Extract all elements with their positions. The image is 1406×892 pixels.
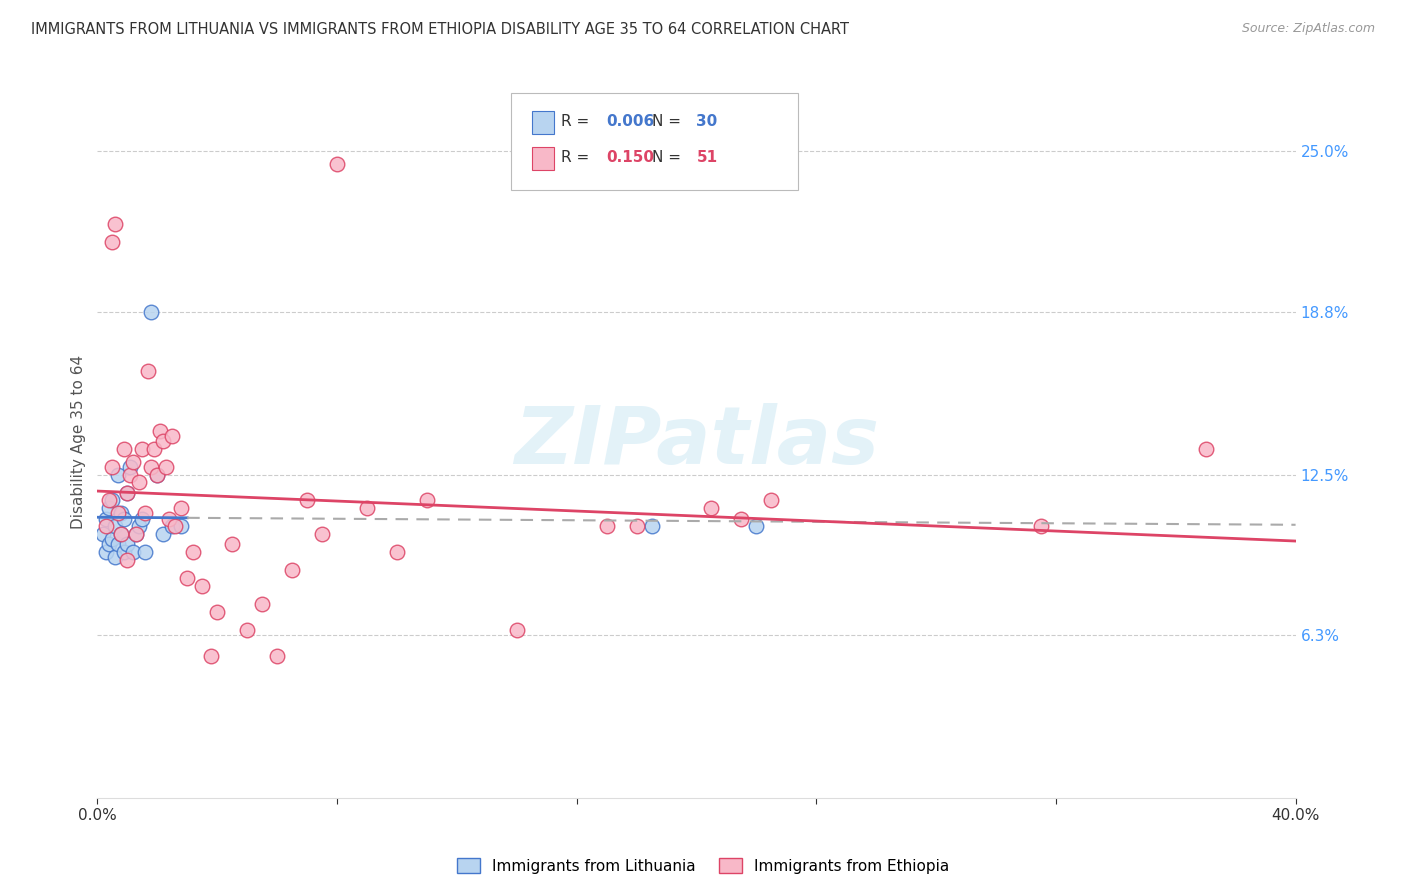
FancyBboxPatch shape [533,147,554,169]
Point [101,459,124,474]
Text: 0.150: 0.150 [606,150,655,165]
Point [221,537,243,551]
Point [155,459,177,474]
Text: IMMIGRANTS FROM LITHUANIA VS IMMIGRANTS FROM ETHIOPIA DISABILITY AGE 35 TO 64 CO: IMMIGRANTS FROM LITHUANIA VS IMMIGRANTS … [31,22,849,37]
Point [96,545,118,559]
Point [326,157,349,171]
Point [101,533,124,547]
Point [134,507,156,521]
Point [181,545,204,559]
Point [110,527,132,541]
Point [104,519,127,533]
Point [626,519,648,533]
Point [141,304,163,318]
Point [98,537,121,551]
Point [250,597,273,611]
Point [730,511,752,525]
Point [104,550,127,565]
Point [110,527,132,541]
Text: N =: N = [652,150,686,165]
Text: R =: R = [561,114,595,129]
Point [266,648,288,663]
Point [146,467,169,482]
Point [117,485,139,500]
Point [107,507,129,521]
Point [170,519,193,533]
Point [120,459,142,474]
Point [117,485,139,500]
Point [506,623,529,637]
Point [311,527,333,541]
Point [112,545,135,559]
Point [761,493,783,508]
Point [295,493,318,508]
Point [191,579,214,593]
Point [93,527,115,541]
Point [128,475,150,490]
Point [107,537,129,551]
Point [104,217,127,231]
Point [595,519,617,533]
FancyBboxPatch shape [533,112,554,134]
Point [117,537,139,551]
Point [356,501,378,516]
Point [200,648,222,663]
Point [157,511,180,525]
Point [281,563,304,577]
Point [640,519,662,533]
Point [700,501,723,516]
Point [125,527,148,541]
Point [101,493,124,508]
Point [98,501,121,516]
Point [745,519,768,533]
Point [107,467,129,482]
Text: ZIPatlas: ZIPatlas [515,403,879,481]
Text: 51: 51 [696,150,717,165]
Point [98,493,121,508]
Point [122,455,145,469]
Point [101,235,124,249]
Point [131,511,153,525]
Point [236,623,259,637]
Point [120,467,142,482]
Text: R =: R = [561,150,595,165]
Point [176,571,198,585]
Text: 30: 30 [696,114,717,129]
Point [152,434,174,448]
Point [162,519,184,533]
FancyBboxPatch shape [510,94,799,190]
Point [146,467,169,482]
Point [141,459,163,474]
Point [96,511,118,525]
Point [152,527,174,541]
Point [149,424,172,438]
Point [117,553,139,567]
Point [122,545,145,559]
Point [165,519,187,533]
Point [416,493,439,508]
Point [110,507,132,521]
Point [170,501,193,516]
Point [1195,442,1218,456]
Point [162,428,184,442]
Point [96,519,118,533]
Point [128,519,150,533]
Point [134,545,156,559]
Point [385,545,408,559]
Text: N =: N = [652,114,686,129]
Point [136,364,159,378]
Text: 0.006: 0.006 [606,114,655,129]
Point [112,442,135,456]
Text: Source: ZipAtlas.com: Source: ZipAtlas.com [1241,22,1375,36]
Point [1029,519,1052,533]
Y-axis label: Disability Age 35 to 64: Disability Age 35 to 64 [72,355,86,529]
Legend: Immigrants from Lithuania, Immigrants from Ethiopia: Immigrants from Lithuania, Immigrants fr… [451,852,955,880]
Point [112,511,135,525]
Point [125,527,148,541]
Point [205,605,228,619]
Point [143,442,166,456]
Point [131,442,153,456]
